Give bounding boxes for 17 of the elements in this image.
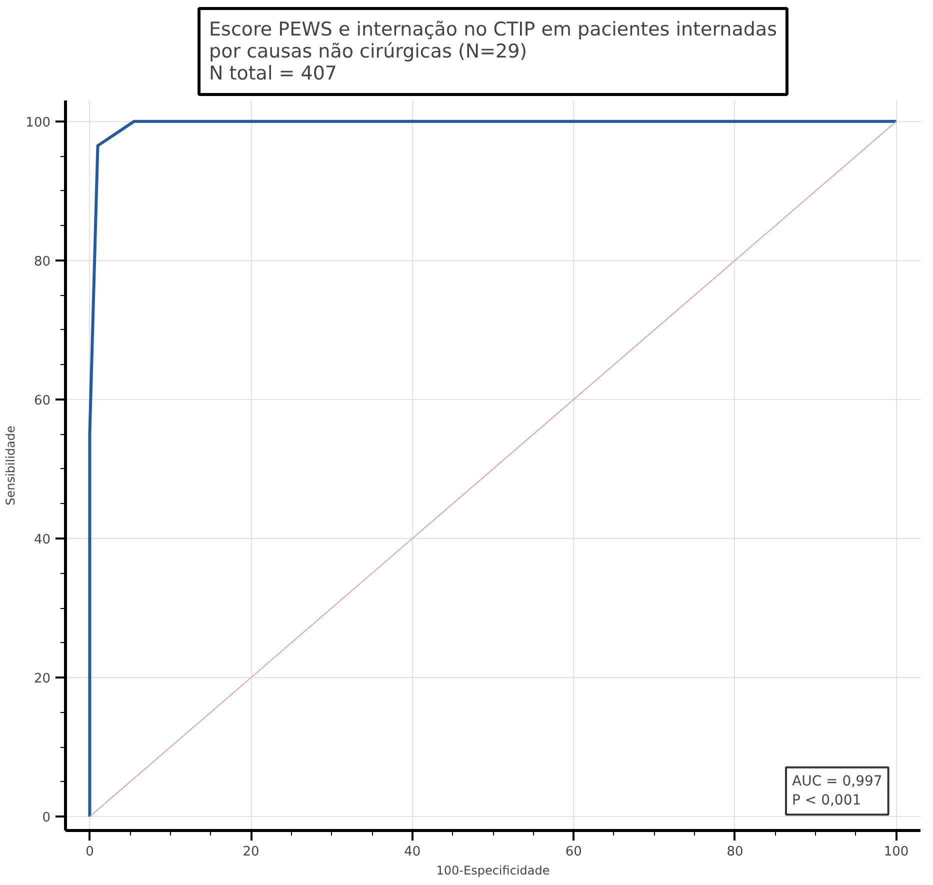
y-tick-label: 60 [34,393,51,408]
y-tick-label: 40 [34,532,51,548]
y-axis-title: Sensibilidade [4,426,18,506]
annotation: AUC = 0,997 [792,773,882,790]
y-tick-label: 0 [42,810,51,826]
x-tick-label: 80 [726,844,744,860]
annotation: P < 0,001 [792,792,862,809]
y-tick-label: 100 [26,115,51,130]
x-axis-title: 100-Especificidade [436,864,550,878]
y-tick-label: 20 [34,672,51,687]
chart-title: Escore PEWS e internação no CTIP em pacientes internadas por causas não cirúrgicas (N=29) N total = 407 [209,18,777,84]
x-tick-label: 0 [86,844,94,860]
y-tick-label: 80 [34,254,51,270]
x-tick-label: 20 [242,844,260,860]
x-tick-label: 40 [404,844,421,860]
x-tick-label: 100 [884,844,909,860]
x-tick-label: 60 [565,844,582,860]
